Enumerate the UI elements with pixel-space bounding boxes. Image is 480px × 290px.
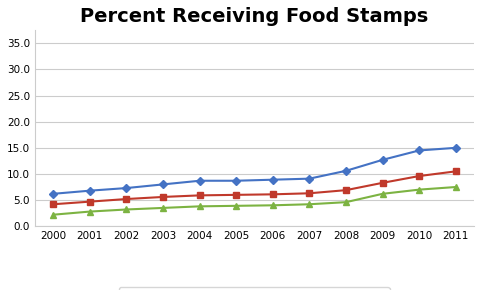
Winona [452, 185, 458, 189]
Winona [269, 204, 275, 207]
National [123, 186, 129, 190]
Winona [50, 213, 56, 216]
Title: Percent Receiving Food Stamps: Percent Receiving Food Stamps [80, 7, 428, 26]
Minnesota [269, 193, 275, 196]
Minnesota [306, 192, 312, 195]
Winona [196, 205, 202, 208]
Line: National: National [50, 145, 457, 197]
National [342, 169, 348, 173]
Minnesota [342, 188, 348, 192]
Winona [415, 188, 421, 191]
National [379, 158, 384, 162]
Line: Winona: Winona [50, 184, 457, 218]
National [233, 179, 239, 182]
Minnesota [123, 197, 129, 201]
National [196, 179, 202, 182]
Winona [160, 206, 166, 210]
Minnesota [415, 174, 421, 178]
Winona [233, 204, 239, 208]
Winona [306, 202, 312, 206]
Minnesota [50, 202, 56, 206]
Minnesota [160, 195, 166, 199]
Winona [87, 210, 93, 213]
Minnesota [196, 194, 202, 197]
National [50, 192, 56, 195]
National [306, 177, 312, 180]
Minnesota [452, 170, 458, 173]
Line: Minnesota: Minnesota [50, 168, 457, 207]
National [87, 189, 93, 192]
National [160, 183, 166, 186]
Winona [342, 200, 348, 204]
Winona [379, 192, 384, 195]
National [452, 146, 458, 150]
National [415, 149, 421, 152]
Minnesota [87, 200, 93, 203]
Minnesota [379, 181, 384, 184]
National [269, 178, 275, 182]
Winona [123, 208, 129, 211]
Minnesota [233, 193, 239, 197]
Legend: National, Minnesota, Winona: National, Minnesota, Winona [119, 287, 389, 290]
